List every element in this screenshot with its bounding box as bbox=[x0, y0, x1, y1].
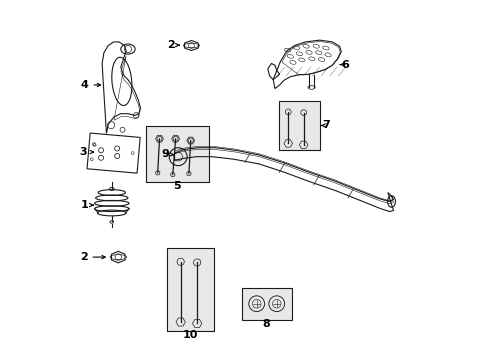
FancyBboxPatch shape bbox=[145, 126, 208, 182]
Text: 8: 8 bbox=[263, 319, 270, 329]
Text: 9: 9 bbox=[161, 149, 168, 159]
Text: 1: 1 bbox=[80, 200, 88, 210]
FancyBboxPatch shape bbox=[241, 288, 291, 320]
FancyBboxPatch shape bbox=[278, 101, 319, 149]
Text: 2: 2 bbox=[80, 252, 88, 262]
Text: 6: 6 bbox=[341, 59, 349, 69]
Text: 5: 5 bbox=[173, 181, 181, 192]
Text: 7: 7 bbox=[322, 121, 329, 130]
Text: 10: 10 bbox=[183, 330, 198, 340]
Text: 3: 3 bbox=[79, 147, 87, 157]
Text: 2: 2 bbox=[167, 40, 175, 50]
FancyBboxPatch shape bbox=[167, 248, 214, 330]
Text: 4: 4 bbox=[81, 80, 89, 90]
